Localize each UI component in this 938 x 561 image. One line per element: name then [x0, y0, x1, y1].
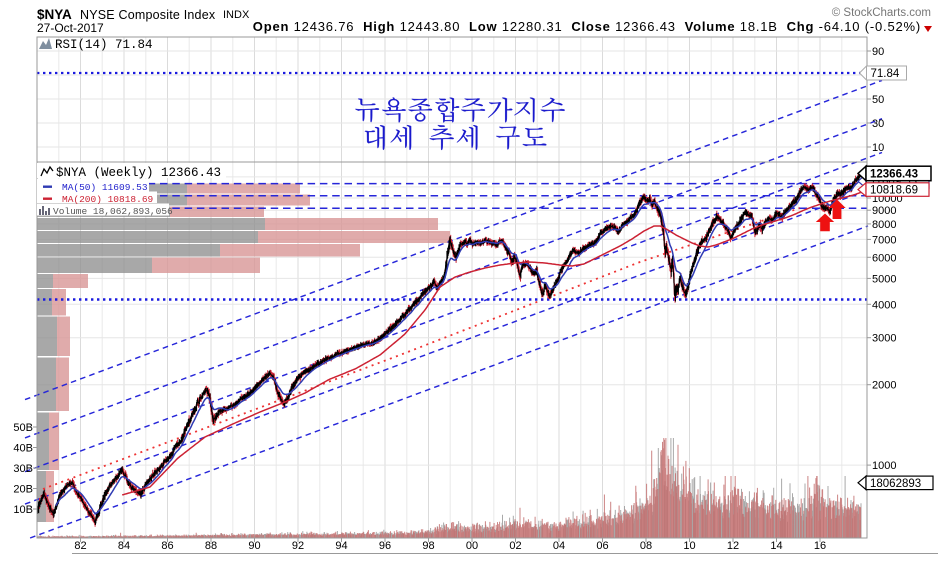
- svg-text:NYSE Composite Index: NYSE Composite Index: [80, 8, 216, 22]
- svg-text:27-Oct-2017: 27-Oct-2017: [37, 21, 104, 35]
- svg-text:10B: 10B: [13, 504, 33, 516]
- svg-text:© StockCharts.com: © StockCharts.com: [832, 7, 931, 19]
- svg-text:12366.43: 12366.43: [870, 168, 918, 180]
- svg-text:04: 04: [553, 540, 565, 552]
- svg-text:INDX: INDX: [223, 9, 250, 21]
- svg-text:9000: 9000: [872, 205, 896, 217]
- svg-text:40B: 40B: [13, 443, 33, 455]
- svg-text:71.84: 71.84: [871, 68, 900, 80]
- svg-text:94: 94: [335, 540, 347, 552]
- svg-text:30: 30: [872, 118, 884, 130]
- svg-text:08: 08: [640, 540, 652, 552]
- svg-text:10: 10: [872, 142, 884, 154]
- svg-text:50B: 50B: [13, 422, 33, 434]
- svg-text:18062893: 18062893: [870, 478, 921, 490]
- svg-text:$NYA (Weekly) 12366.43: $NYA (Weekly) 12366.43: [56, 166, 221, 180]
- svg-text:3000: 3000: [872, 333, 896, 345]
- svg-text:20B: 20B: [13, 484, 33, 496]
- svg-text:00: 00: [466, 540, 478, 552]
- svg-text:Open 12436.76 High 12443.80: Open 12436.76 High 12443.80 Low 12280.31…: [253, 19, 921, 34]
- svg-text:50: 50: [872, 94, 884, 106]
- svg-text:96: 96: [379, 540, 391, 552]
- svg-text:98: 98: [422, 540, 434, 552]
- svg-text:1000: 1000: [872, 460, 896, 472]
- svg-text:16: 16: [814, 540, 826, 552]
- svg-text:RSI(14) 71.84: RSI(14) 71.84: [55, 38, 153, 52]
- svg-text:Volume 18,062,893,056: Volume 18,062,893,056: [53, 206, 173, 217]
- svg-text:90: 90: [248, 540, 260, 552]
- svg-text:82: 82: [74, 540, 86, 552]
- svg-text:MA(50) 11609.53: MA(50) 11609.53: [62, 182, 148, 193]
- svg-text:02: 02: [509, 540, 521, 552]
- svg-text:5000: 5000: [872, 273, 896, 285]
- svg-text:7000: 7000: [872, 234, 896, 246]
- svg-text:12: 12: [727, 540, 739, 552]
- svg-text:$NYA: $NYA: [37, 7, 72, 22]
- svg-text:84: 84: [118, 540, 130, 552]
- svg-text:14: 14: [770, 540, 782, 552]
- svg-text:30B: 30B: [13, 463, 33, 475]
- svg-text:06: 06: [596, 540, 608, 552]
- svg-text:88: 88: [205, 540, 217, 552]
- svg-text:92: 92: [292, 540, 304, 552]
- svg-text:10: 10: [683, 540, 695, 552]
- svg-text:6000: 6000: [872, 252, 896, 264]
- svg-text:90: 90: [872, 46, 884, 58]
- svg-text:MA(200) 10818.69: MA(200) 10818.69: [62, 194, 154, 205]
- svg-text:10818.69: 10818.69: [870, 185, 918, 197]
- svg-text:4000: 4000: [872, 299, 896, 311]
- svg-text:2000: 2000: [872, 380, 896, 392]
- svg-text:86: 86: [161, 540, 173, 552]
- svg-text:8000: 8000: [872, 219, 896, 231]
